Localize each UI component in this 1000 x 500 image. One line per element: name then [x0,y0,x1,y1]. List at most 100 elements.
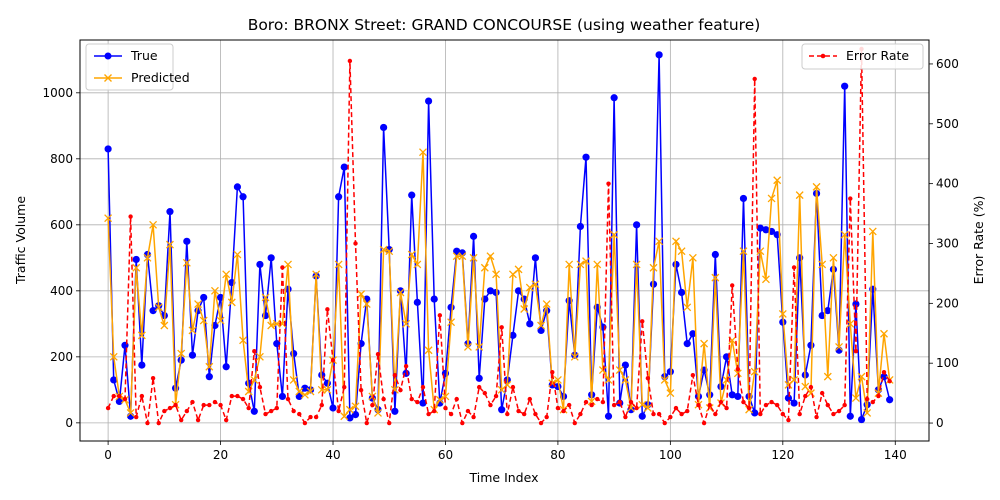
true-point [290,349,298,358]
predicted-point [829,253,838,262]
error-rate-point [190,399,195,405]
predicted-point [801,382,810,391]
error-rate-point [145,420,150,426]
true-point [396,287,405,295]
predicted-point [688,253,697,262]
error-rate-point [651,411,656,417]
true-point [250,407,258,415]
error-rate-point [611,402,617,408]
error-rate-point [330,358,336,363]
error-rate-point [685,408,690,414]
predicted-point [863,408,872,417]
error-rate-point [218,402,223,408]
predicted-point [284,260,292,269]
y-ticks: 0 200 400 600 800 1000 [42,86,80,430]
true-point [841,82,849,90]
predicted-point [396,288,405,297]
true-point [582,153,590,161]
error-rate-point [780,411,786,417]
error-rate-point [836,408,842,414]
predicted-point [160,321,169,330]
error-rate-point [173,402,178,408]
error-rate-point [325,307,330,312]
legend-error-marker [820,53,826,59]
error-rate-point [634,405,639,411]
error-rate-point [887,378,892,384]
error-rate-point [268,408,274,414]
predicted-point [846,319,855,328]
error-rate-point [538,420,544,426]
predicted-point [722,375,731,384]
error-rate-point [387,420,392,426]
true-point [638,412,646,420]
y-tick-label: 200 [50,350,73,364]
true-point [728,391,736,399]
error-rate-point [117,393,122,399]
predicted-point [362,300,371,308]
true-point [475,374,483,382]
true-point [183,237,191,245]
error-rate-point [460,420,465,426]
true-point [295,392,303,401]
predicted-point [750,367,759,376]
predicted-point [357,290,366,299]
error-rate-point [308,414,313,420]
predicted-point [177,349,186,358]
error-rate-point [342,384,347,390]
error-rate-point [696,402,701,408]
predicted-point [621,375,630,384]
error-rate-point [527,396,533,402]
predicted-point [419,148,427,157]
error-rate-point [454,396,459,402]
predicted-point [542,300,551,308]
predicted-point [424,346,433,355]
error-rate-point [707,402,712,408]
error-rate-point [735,366,741,372]
predicted-point [109,352,118,361]
predicted-point [795,191,804,200]
true-point [239,193,247,201]
true-point [739,194,748,203]
predicted-point [385,247,394,256]
error-rate-point [521,411,527,417]
predicted-point [458,252,467,261]
predicted-point [835,342,843,351]
predicted-point [672,237,680,246]
y-tick-label: 0 [65,416,73,430]
error-rate-point [499,325,504,330]
error-rate-point [606,181,611,186]
error-rate-point [246,405,251,411]
predicted-point [289,375,298,384]
error-rate-point [566,402,572,408]
error-rate-point [291,408,296,414]
error-rate-point [842,402,847,408]
error-rate-point [724,405,729,411]
true-point [408,191,416,199]
predicted-point [166,240,174,249]
error-rate-point [741,399,746,405]
error-rate-point [347,58,353,64]
true-point [846,412,854,420]
legend-error-label: Error Rate [846,48,909,63]
error-rate-point [825,402,830,408]
predicted-point [469,253,478,262]
true-point [604,412,613,420]
predicted-point [880,329,888,338]
predicted-point [655,237,664,246]
predicted-point [582,257,590,266]
series-layer [104,46,894,426]
predicted-point [351,402,360,411]
error-rate-point [769,399,774,405]
true-point [424,97,433,105]
predicted-point [480,263,489,272]
y-tick-label: 1000 [42,86,73,100]
error-rate-point [645,375,651,381]
y-tick-label: 800 [50,152,73,166]
predicted-point [407,250,416,259]
predicted-point [537,321,546,330]
legend-left: True Predicted [85,43,190,91]
true-point [323,379,331,387]
true-point [115,397,123,405]
error-rate-point [561,408,566,414]
true-point [790,399,798,407]
